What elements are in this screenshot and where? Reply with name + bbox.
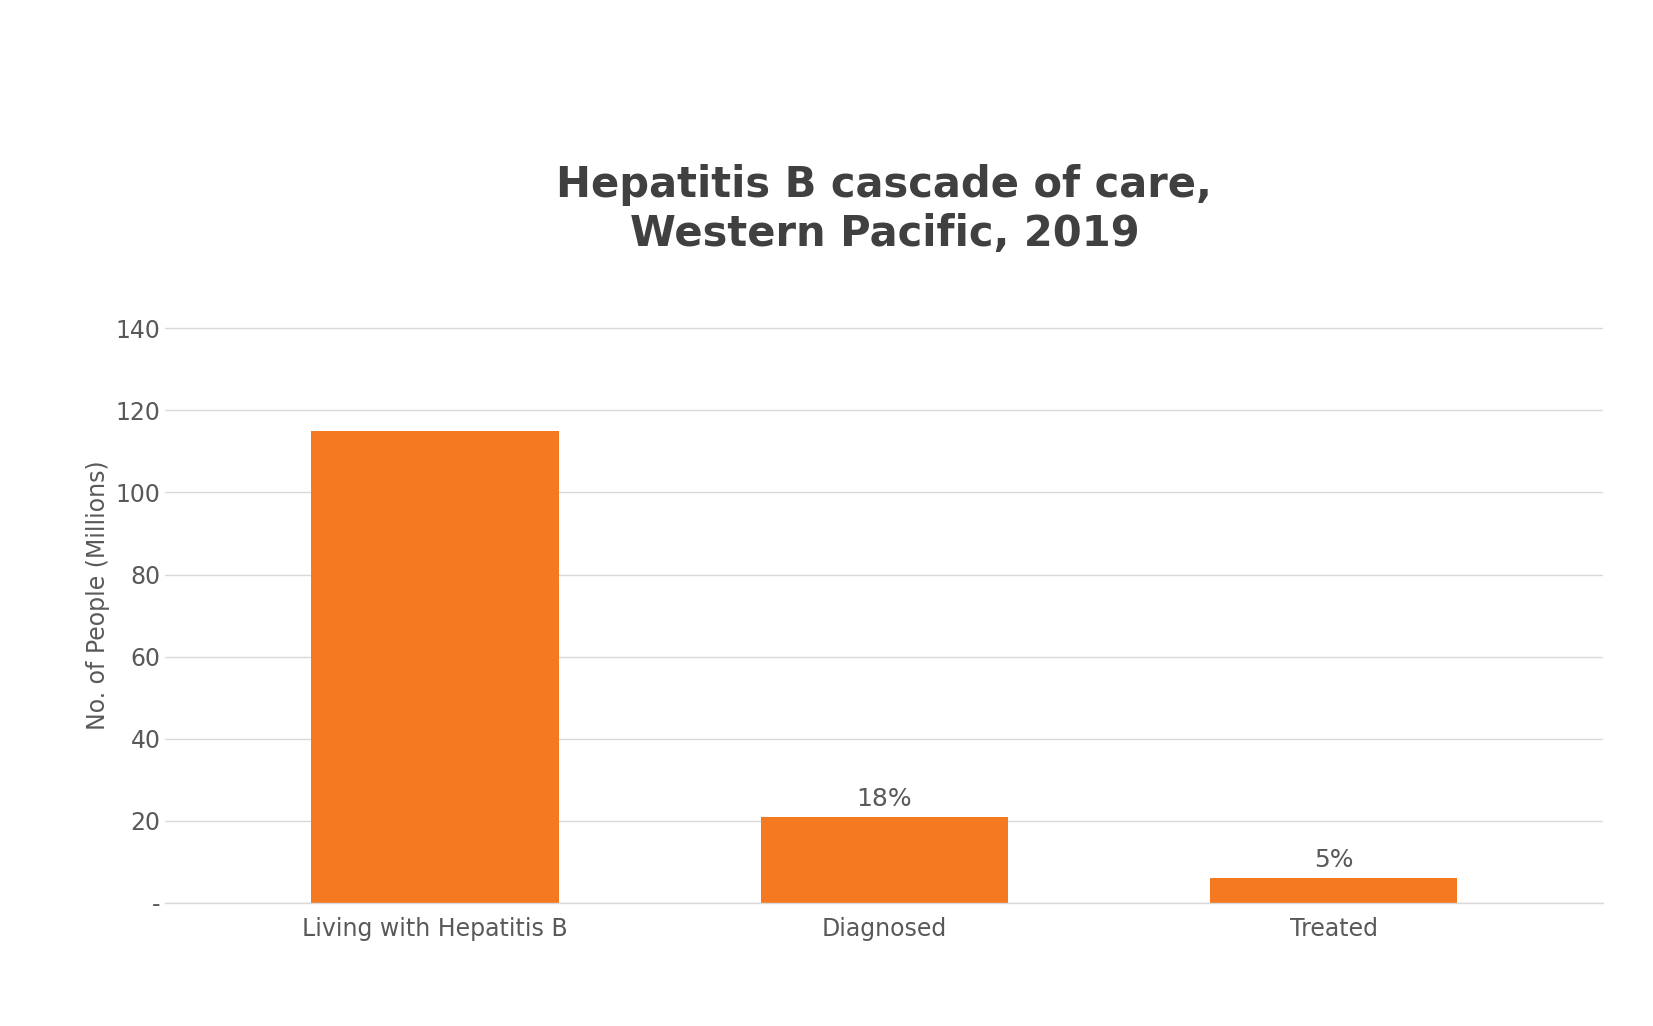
Y-axis label: No. of People (Millions): No. of People (Millions) xyxy=(86,461,111,729)
Bar xyxy=(311,431,559,903)
Bar xyxy=(760,817,1008,903)
Text: 5%: 5% xyxy=(1314,849,1354,872)
Bar xyxy=(1210,878,1458,903)
Title: Hepatitis B cascade of care,
Western Pacific, 2019: Hepatitis B cascade of care, Western Pac… xyxy=(557,164,1212,254)
Text: 18%: 18% xyxy=(856,787,912,811)
